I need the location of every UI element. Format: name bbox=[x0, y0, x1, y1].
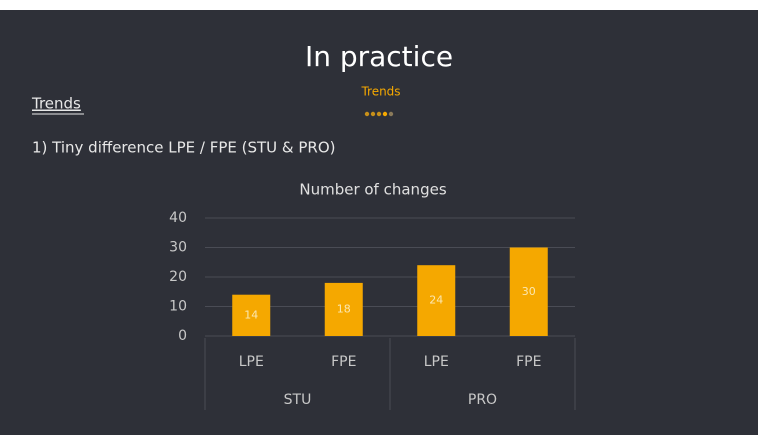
bar bbox=[509, 247, 548, 336]
group-label: STU bbox=[284, 392, 312, 408]
data-label: 18 bbox=[337, 302, 351, 315]
chart-title: Number of changes bbox=[299, 181, 446, 199]
progress-dots bbox=[364, 111, 394, 117]
y-tick-label: 40 bbox=[169, 210, 187, 226]
x-tick-label: FPE bbox=[331, 354, 356, 370]
chart: 0 10 20 30 40 14 LPE 18 FPE 24 LPE 30 FPE STU PRO bbox=[169, 210, 576, 410]
y-tick-label: 0 bbox=[178, 328, 187, 344]
x-tick-label: LPE bbox=[424, 354, 449, 370]
section-label: Trends bbox=[360, 85, 400, 99]
bullet-point: 1) Tiny difference LPE / FPE (STU & PRO) bbox=[32, 139, 336, 157]
bar bbox=[417, 265, 456, 336]
x-tick-label: FPE bbox=[516, 354, 541, 370]
data-label: 14 bbox=[244, 308, 258, 321]
x-tick-label: LPE bbox=[239, 354, 264, 370]
slide-title: In practice bbox=[305, 40, 453, 73]
y-tick-label: 20 bbox=[169, 269, 187, 285]
y-tick-label: 30 bbox=[169, 240, 187, 256]
bar bbox=[232, 294, 271, 336]
heading: Trends bbox=[31, 95, 81, 113]
group-label: PRO bbox=[468, 392, 497, 408]
slide-background bbox=[0, 10, 758, 435]
y-tick-label: 10 bbox=[169, 299, 187, 315]
data-label: 30 bbox=[522, 285, 536, 298]
bar bbox=[324, 282, 363, 336]
data-label: 24 bbox=[429, 294, 443, 307]
